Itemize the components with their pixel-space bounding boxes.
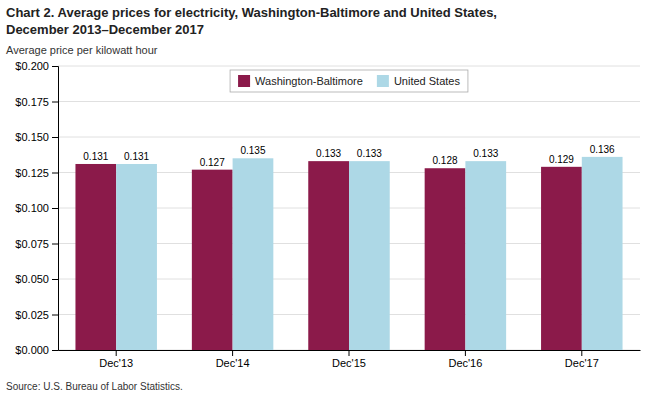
bar: [75, 164, 116, 350]
bars: [75, 157, 622, 350]
data-label: 0.133: [316, 148, 341, 159]
legend-frame: [230, 70, 468, 92]
x-tick-label: Dec'15: [332, 357, 366, 369]
bar: [116, 164, 157, 350]
y-tick: $0.150: [15, 131, 58, 143]
x-tick-mark: [581, 350, 582, 356]
y-tick-label: $0.200: [15, 60, 49, 72]
series: [75, 161, 581, 350]
x-tick-label: Dec'16: [448, 357, 482, 369]
x-tick-mark: [116, 350, 117, 356]
y-tick: $0.125: [15, 167, 58, 179]
grid-line: [58, 66, 640, 67]
data-label: 0.128: [433, 155, 458, 166]
chart: Chart 2. Average prices for electricity,…: [0, 0, 655, 396]
y-axis-line: [52, 67, 59, 351]
grid: [58, 66, 640, 350]
bar: [425, 168, 466, 350]
y-tick-mark: [52, 208, 58, 209]
y-axis-title: Average price per kilowatt hour: [6, 44, 158, 56]
x-tick: Dec'15: [332, 350, 366, 369]
y-tick: $0.000: [15, 344, 58, 356]
data-label: 0.131: [83, 151, 108, 162]
x-tick-label: Dec'13: [99, 357, 133, 369]
plot: $0.000 $0.025 $0.050 $0.075 $0.100 $0.125 $0.1…: [15, 60, 640, 369]
title-group: Chart 2. Average prices for electricity,…: [6, 5, 497, 37]
y-tick-label: $0.150: [15, 131, 49, 143]
data-labels: 0.131 0.127 0.133 0.128 0.129 0.131 0.135 0.133…: [83, 144, 615, 168]
y-tick-mark: [52, 173, 58, 174]
grid-line: [58, 137, 640, 138]
x-tick-mark: [232, 350, 233, 356]
x-tick-mark: [349, 350, 350, 356]
legend-label: United States: [394, 75, 461, 87]
y-tick-mark: [52, 102, 58, 103]
title: Chart 2. Average prices for electricity,…: [6, 5, 497, 20]
data-label: 0.129: [549, 154, 574, 165]
x-axis: Dec'13 Dec'14 Dec'15 Dec'16 Dec'17: [59, 350, 641, 369]
y-tick: $0.025: [15, 309, 58, 321]
y-tick-mark: [52, 350, 58, 351]
y-axis: $0.000 $0.025 $0.050 $0.075 $0.100 $0.125 $0.1…: [15, 60, 58, 356]
y-tick-mark: [52, 66, 58, 67]
y-tick-mark: [52, 137, 58, 138]
y-tick: $0.200: [15, 60, 58, 72]
title: December 2013–December 2017: [6, 22, 204, 37]
y-tick-label: $0.175: [15, 96, 49, 108]
x-tick-label: Dec'14: [216, 357, 250, 369]
series: [116, 157, 622, 350]
bar: [465, 161, 506, 350]
y-tick: $0.050: [15, 273, 58, 285]
bar: [308, 161, 349, 350]
data-label: 0.136: [590, 144, 615, 155]
data-label: 0.133: [473, 148, 498, 159]
y-tick-label: $0.000: [15, 344, 49, 356]
data-label: 0.131: [124, 151, 149, 162]
grid-line: [58, 101, 640, 102]
legend-swatch: [238, 75, 250, 87]
x-tick-mark: [465, 350, 466, 356]
y-tick-label: $0.050: [15, 273, 49, 285]
x-tick: Dec'16: [448, 350, 482, 369]
y-tick-label: $0.025: [15, 309, 49, 321]
y-tick: $0.100: [15, 202, 58, 214]
bar: [233, 158, 274, 350]
x-tick: Dec'17: [565, 350, 599, 369]
y-tick: $0.175: [15, 96, 58, 108]
data-label: 0.127: [200, 157, 225, 168]
x-tick: Dec'13: [99, 350, 133, 369]
y-tick-mark: [52, 244, 58, 245]
source: Source: U.S. Bureau of Labor Statistics.: [6, 381, 183, 392]
bar: [349, 161, 390, 350]
data-label: 0.133: [357, 148, 382, 159]
bar: [582, 157, 623, 350]
y-tick: $0.075: [15, 238, 58, 250]
x-tick: Dec'14: [216, 350, 250, 369]
y-tick-mark: [52, 279, 58, 280]
data-label: 0.135: [240, 145, 265, 156]
legend-label: Washington-Baltimore: [255, 75, 363, 87]
bar: [192, 170, 233, 350]
legend-swatch: [377, 75, 389, 87]
bar: [541, 167, 582, 350]
legend: Washington-Baltimore United States: [230, 70, 468, 92]
x-tick-label: Dec'17: [565, 357, 599, 369]
y-tick-mark: [52, 315, 58, 316]
y-tick-label: $0.100: [15, 202, 49, 214]
y-tick-label: $0.075: [15, 238, 49, 250]
y-tick-label: $0.125: [15, 167, 49, 179]
